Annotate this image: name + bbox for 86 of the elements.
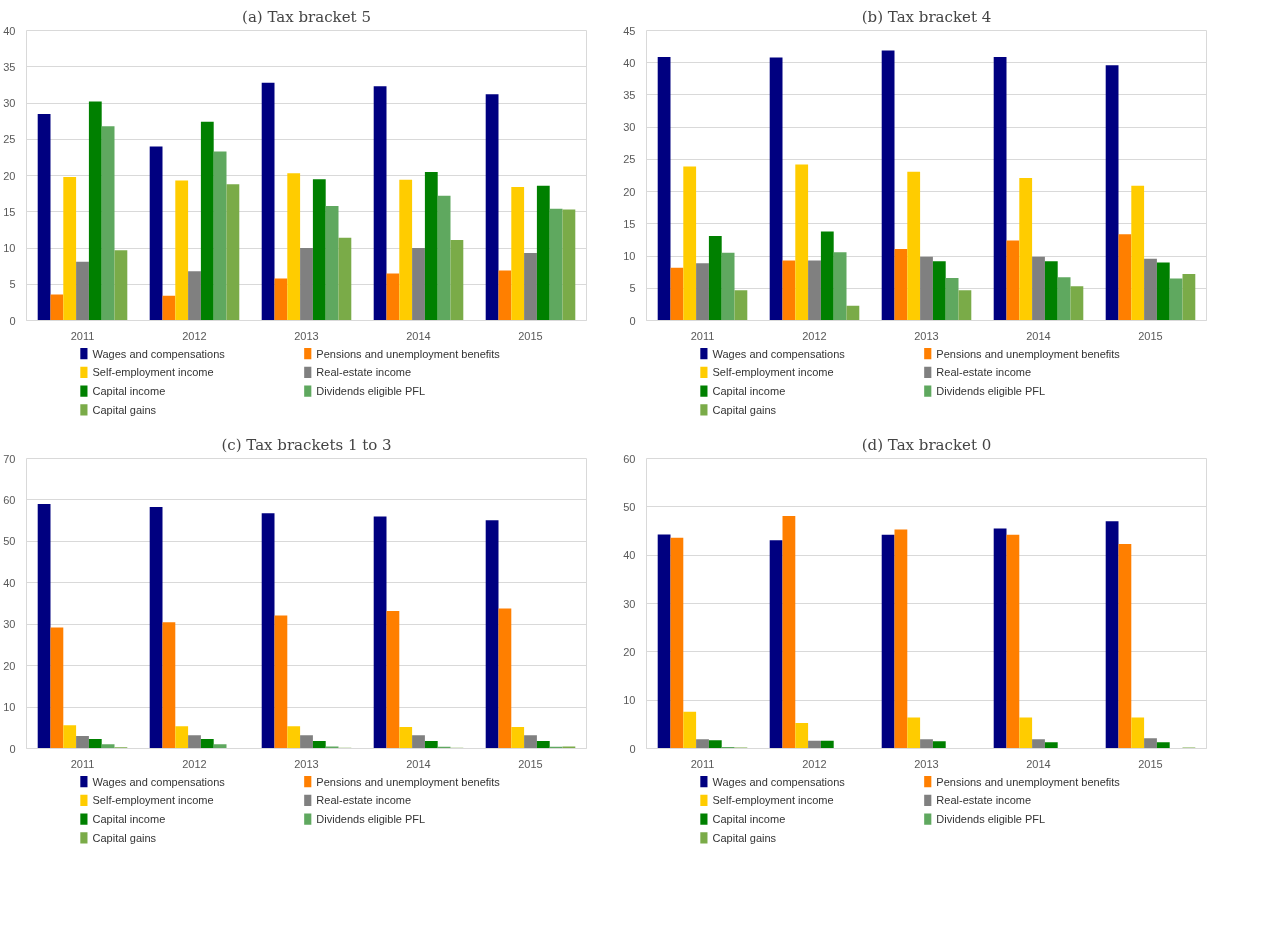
legend-label: Capital gains — [712, 831, 777, 844]
y-tick-label: 30 — [3, 618, 16, 631]
x-tick-label: 2015 — [1138, 329, 1163, 342]
legend-label: Wages and compensations — [712, 775, 846, 788]
y-tick-label: 45 — [623, 24, 636, 37]
x-tick-label: 2013 — [914, 757, 939, 770]
x-tick-label: 2014 — [1026, 757, 1051, 770]
x-tick-label: 2012 — [182, 757, 207, 770]
y-tick-label: 5 — [9, 278, 16, 291]
chart-title: (a) Tax bracket 5 — [242, 7, 371, 26]
y-tick-label: 15 — [623, 217, 636, 230]
y-tick-label: 20 — [3, 169, 16, 182]
legend-label: Wages and compensations — [712, 347, 846, 360]
legend-label: Self-employment income — [712, 366, 834, 379]
x-tick-label: 2012 — [802, 757, 827, 770]
legend-label: Pensions and unemployment benefits — [936, 347, 1121, 360]
legend-label: Capital income — [712, 813, 786, 826]
legend-label: Wages and compensations — [92, 347, 226, 360]
x-tick-label: 2013 — [914, 329, 939, 342]
legend-label: Dividends eligible PFL — [316, 813, 426, 826]
legend-label: Self-employment income — [712, 794, 834, 807]
chart-title: (d) Tax bracket 0 — [861, 435, 992, 454]
legend-label: Capital gains — [712, 403, 777, 416]
y-tick-label: 0 — [629, 314, 636, 327]
legend-label: Capital income — [92, 813, 166, 826]
x-tick-label: 2014 — [406, 329, 431, 342]
y-tick-label: 0 — [629, 742, 636, 755]
x-tick-label: 2015 — [518, 329, 543, 342]
x-tick-label: 2013 — [294, 757, 319, 770]
chart-title: (b) Tax bracket 4 — [861, 7, 992, 26]
legend-label: Real-estate income — [316, 794, 412, 807]
y-tick-label: 20 — [3, 659, 16, 672]
legend-label: Capital income — [92, 385, 166, 398]
legend-label: Self-employment income — [92, 366, 214, 379]
y-tick-label: 50 — [3, 535, 16, 548]
y-tick-label: 10 — [623, 250, 636, 263]
legend-label: Dividends eligible PFL — [936, 385, 1046, 398]
x-tick-label: 2012 — [802, 329, 827, 342]
x-tick-label: 2012 — [182, 329, 207, 342]
y-tick-label: 70 — [3, 452, 16, 465]
y-tick-label: 35 — [3, 60, 16, 73]
x-tick-label: 2011 — [690, 329, 715, 342]
y-tick-label: 10 — [623, 694, 636, 707]
legend-label: Capital gains — [92, 831, 157, 844]
y-tick-label: 0 — [9, 314, 16, 327]
legend-label: Capital gains — [92, 403, 157, 416]
y-tick-label: 60 — [3, 493, 16, 506]
y-tick-label: 50 — [623, 500, 636, 513]
y-tick-label: 25 — [623, 153, 636, 166]
x-tick-label: 2015 — [1138, 757, 1163, 770]
y-tick-label: 35 — [623, 88, 636, 101]
legend-label: Dividends eligible PFL — [936, 813, 1046, 826]
legend-label: Real-estate income — [316, 366, 412, 379]
y-tick-label: 40 — [623, 549, 636, 562]
y-tick-label: 10 — [3, 242, 16, 254]
legend-label: Real-estate income — [936, 366, 1032, 379]
legend-label: Dividends eligible PFL — [316, 385, 426, 398]
x-tick-label: 2011 — [70, 757, 95, 770]
y-tick-label: 40 — [3, 24, 16, 37]
legend-label: Capital income — [712, 385, 786, 398]
x-tick-label: 2011 — [70, 329, 95, 342]
y-tick-label: 60 — [623, 452, 636, 465]
y-tick-label: 40 — [3, 576, 16, 589]
y-tick-label: 25 — [3, 133, 16, 146]
x-tick-label: 2011 — [690, 757, 715, 770]
y-tick-label: 0 — [9, 742, 16, 755]
y-tick-label: 30 — [3, 97, 16, 109]
y-tick-label: 5 — [629, 282, 636, 295]
y-tick-label: 40 — [623, 56, 636, 69]
y-tick-label: 20 — [623, 645, 636, 658]
legend-label: Pensions and unemployment benefits — [936, 775, 1121, 788]
legend-label: Self-employment income — [92, 794, 214, 807]
x-tick-label: 2015 — [518, 757, 543, 770]
x-tick-label: 2014 — [406, 757, 431, 770]
y-tick-label: 10 — [3, 701, 16, 714]
y-tick-label: 30 — [623, 597, 636, 610]
chart-title: (c) Tax brackets 1 to 3 — [221, 435, 392, 454]
y-tick-label: 20 — [623, 185, 636, 198]
y-tick-label: 30 — [623, 121, 636, 134]
legend-label: Wages and compensations — [92, 775, 226, 788]
legend-label: Real-estate income — [936, 794, 1032, 807]
x-tick-label: 2014 — [1026, 329, 1051, 342]
legend-label: Pensions and unemployment benefits — [316, 347, 501, 360]
legend-label: Pensions and unemployment benefits — [316, 775, 501, 788]
y-tick-label: 15 — [3, 205, 16, 218]
x-tick-label: 2013 — [294, 329, 319, 342]
